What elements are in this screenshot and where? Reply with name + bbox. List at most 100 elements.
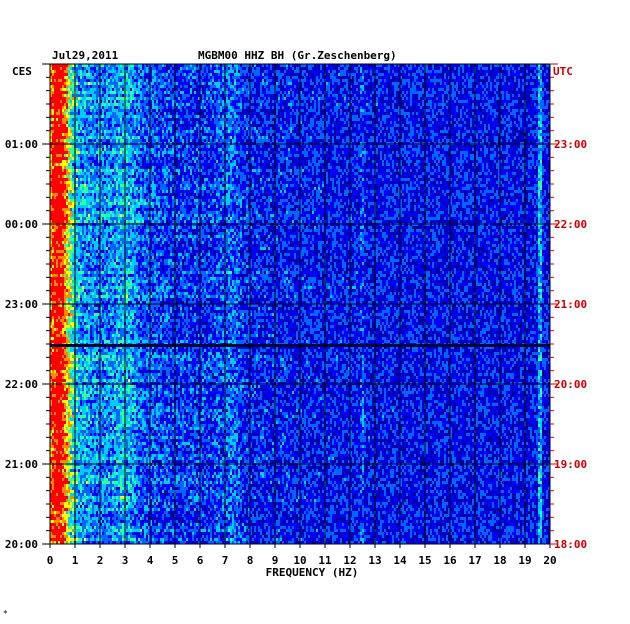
heatmap-cell xyxy=(78,94,80,97)
heatmap-cell xyxy=(94,127,96,130)
heatmap-cell xyxy=(360,79,362,82)
heatmap-cell xyxy=(220,88,222,91)
heatmap-cell xyxy=(512,85,514,88)
heatmap-cell xyxy=(188,112,190,115)
heatmap-cell xyxy=(332,79,334,82)
heatmap-cell xyxy=(156,79,158,82)
heatmap-cell xyxy=(82,121,84,124)
heatmap-cell xyxy=(192,88,194,91)
heatmap-cell xyxy=(334,79,336,82)
heatmap-cell xyxy=(132,130,134,133)
heatmap-cell xyxy=(130,64,132,67)
heatmap-cell xyxy=(548,118,550,121)
heatmap-cell xyxy=(222,64,224,67)
heatmap-cell xyxy=(408,82,410,85)
heatmap-cell xyxy=(78,79,80,82)
heatmap-cell xyxy=(104,91,106,94)
heatmap-cell xyxy=(412,133,414,136)
heatmap-cell xyxy=(426,103,428,106)
heatmap-cell xyxy=(216,115,218,118)
heatmap-cell xyxy=(360,115,362,118)
heatmap-cell xyxy=(128,115,130,118)
heatmap-cell xyxy=(54,79,56,82)
heatmap-cell xyxy=(470,79,472,82)
heatmap-cell xyxy=(364,112,366,115)
heatmap-cell xyxy=(92,136,94,139)
heatmap-cell xyxy=(78,91,80,94)
heatmap-cell xyxy=(188,133,190,136)
heatmap-cell xyxy=(504,100,506,103)
heatmap-cell xyxy=(82,82,84,85)
heatmap-cell xyxy=(390,100,392,103)
heatmap-cell xyxy=(52,79,54,82)
heatmap-cell xyxy=(140,109,142,112)
heatmap-cell xyxy=(316,127,318,130)
heatmap-cell xyxy=(100,91,102,94)
heatmap-cell xyxy=(506,64,508,67)
heatmap-cell xyxy=(216,133,218,136)
heatmap-cell xyxy=(446,127,448,130)
heatmap-cell xyxy=(354,136,356,139)
heatmap-cell xyxy=(170,106,172,109)
heatmap-cell xyxy=(114,112,116,115)
heatmap-cell xyxy=(188,124,190,127)
heatmap-cell xyxy=(368,82,370,85)
heatmap-cell xyxy=(430,79,432,82)
heatmap-cell xyxy=(414,76,416,79)
heatmap-cell xyxy=(532,133,534,136)
heatmap-cell xyxy=(310,67,312,70)
heatmap-cell xyxy=(314,76,316,79)
heatmap-cell xyxy=(172,91,174,94)
heatmap-cell xyxy=(106,85,108,88)
heatmap-cell xyxy=(72,73,74,76)
heatmap-cell xyxy=(158,133,160,136)
heatmap-cell xyxy=(514,70,516,73)
heatmap-cell xyxy=(544,133,546,136)
heatmap-cell xyxy=(402,136,404,139)
heatmap-cell xyxy=(290,88,292,91)
heatmap-cell xyxy=(212,109,214,112)
heatmap-cell xyxy=(494,121,496,124)
heatmap-cell xyxy=(98,127,100,130)
heatmap-cell xyxy=(50,115,52,118)
heatmap-cell xyxy=(348,124,350,127)
heatmap-cell xyxy=(334,76,336,79)
heatmap-cell xyxy=(152,94,154,97)
heatmap-cell xyxy=(144,109,146,112)
heatmap-cell xyxy=(516,73,518,76)
heatmap-cell xyxy=(488,127,490,130)
heatmap-cell xyxy=(102,118,104,121)
heatmap-cell xyxy=(110,118,112,121)
heatmap-cell xyxy=(186,133,188,136)
heatmap-cell xyxy=(252,127,254,130)
heatmap-cell xyxy=(242,103,244,106)
heatmap-cell xyxy=(426,136,428,139)
heatmap-cell xyxy=(244,64,246,67)
heatmap-cell xyxy=(418,70,420,73)
heatmap-cell xyxy=(368,70,370,73)
heatmap-cell xyxy=(522,109,524,112)
heatmap-cell xyxy=(88,121,90,124)
heatmap-cell xyxy=(94,133,96,136)
heatmap-cell xyxy=(62,76,64,79)
heatmap-cell xyxy=(278,94,280,97)
heatmap-cell xyxy=(530,73,532,76)
heatmap-cell xyxy=(288,94,290,97)
heatmap-cell xyxy=(238,79,240,82)
heatmap-cell xyxy=(50,124,52,127)
heatmap-cell xyxy=(540,70,542,73)
heatmap-cell xyxy=(102,109,104,112)
heatmap-cell xyxy=(402,124,404,127)
heatmap-cell xyxy=(316,91,318,94)
heatmap-cell xyxy=(402,133,404,136)
heatmap-cell xyxy=(500,82,502,85)
heatmap-cell xyxy=(314,133,316,136)
heatmap-cell xyxy=(296,85,298,88)
heatmap-cell xyxy=(50,88,52,91)
heatmap-cell xyxy=(52,82,54,85)
heatmap-cell xyxy=(272,130,274,133)
heatmap-cell xyxy=(50,79,52,82)
heatmap-cell xyxy=(232,136,234,139)
heatmap-cell xyxy=(154,70,156,73)
heatmap-cell xyxy=(92,124,94,127)
